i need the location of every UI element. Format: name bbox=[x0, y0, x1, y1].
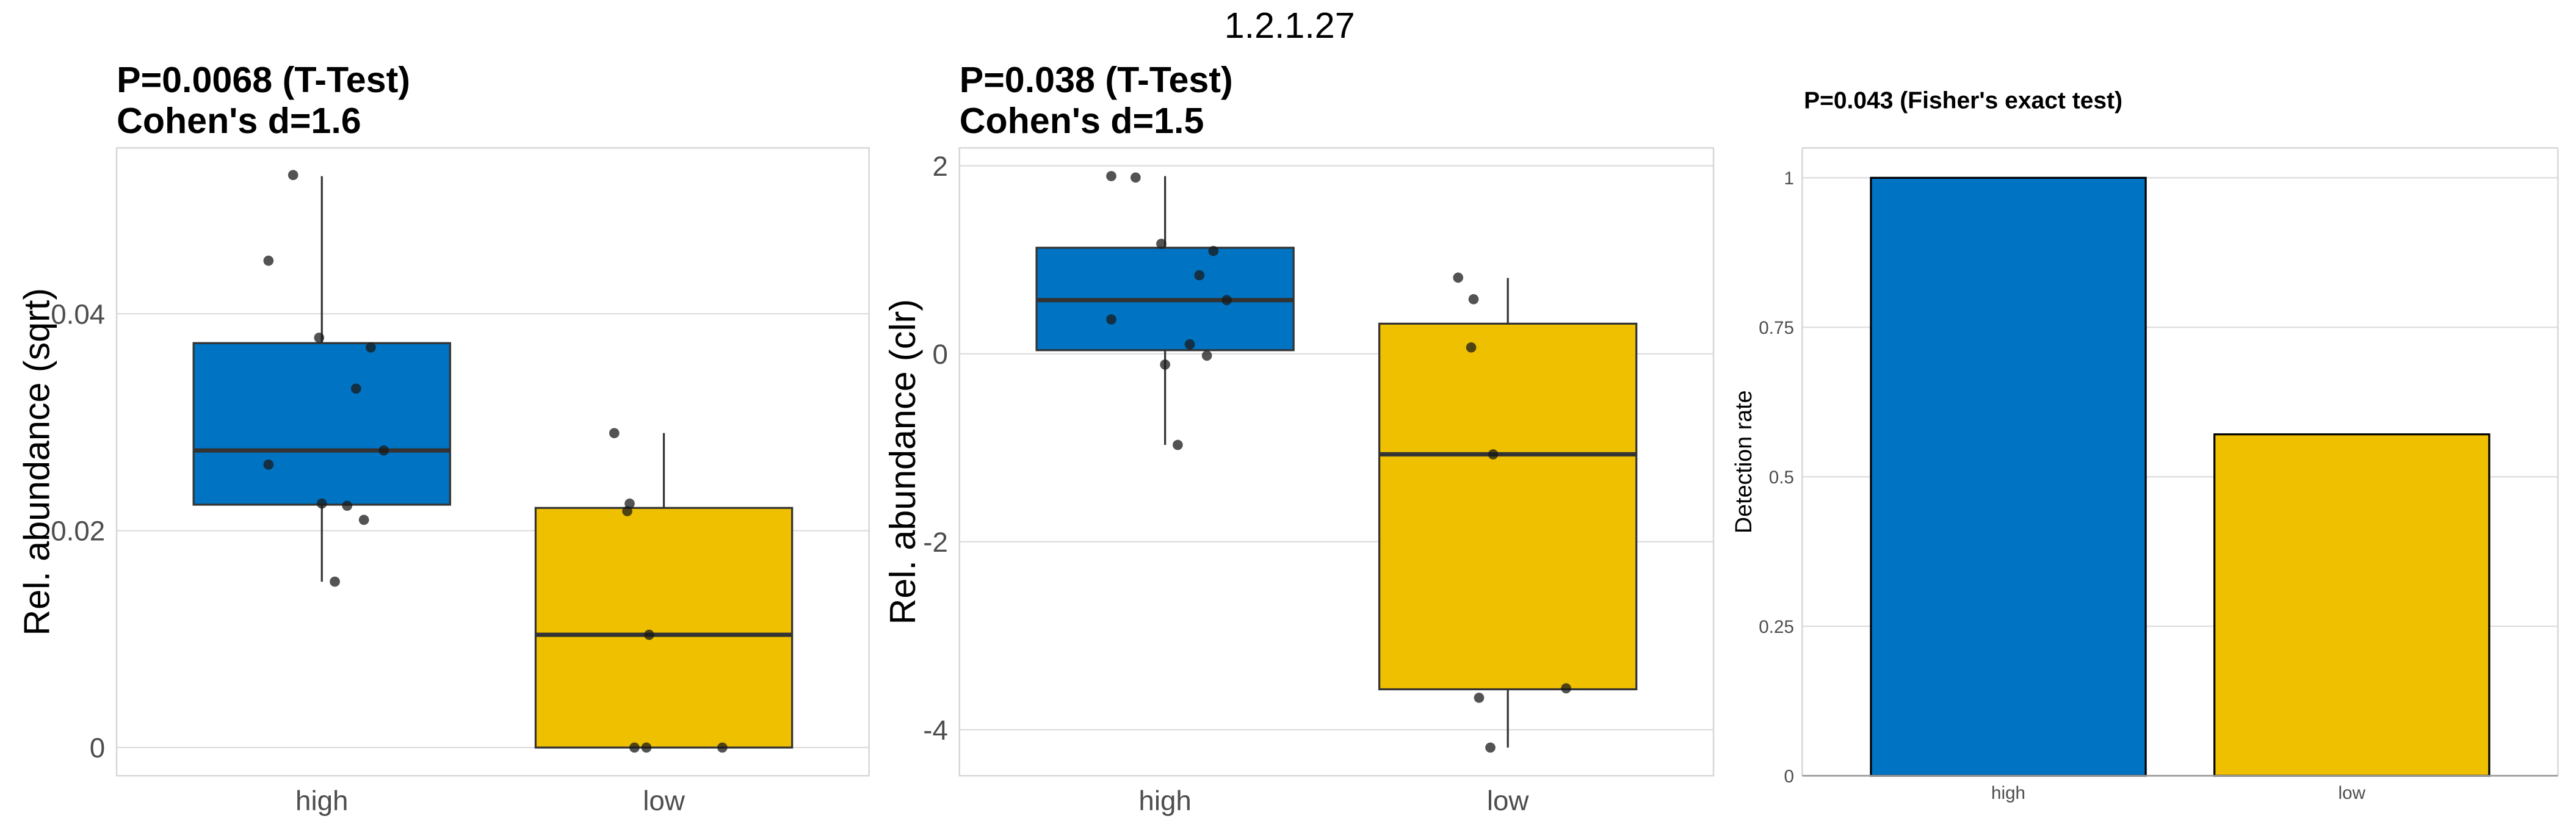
data-point-high bbox=[263, 459, 274, 470]
panel-border bbox=[115, 147, 870, 777]
data-point-low bbox=[1468, 294, 1479, 305]
data-point-high bbox=[358, 514, 369, 525]
y-axis-label: Rel. abundance (clr) bbox=[882, 299, 923, 624]
data-point-high bbox=[263, 255, 274, 266]
y-tick-label: 1 bbox=[1784, 168, 1793, 189]
y-tick-label: 0.75 bbox=[1759, 318, 1794, 338]
panel-title-effect-size: Cohen's d=1.6 bbox=[117, 100, 361, 141]
y-tick-label: -4 bbox=[923, 715, 948, 746]
y-tick-label: 0.02 bbox=[51, 516, 105, 547]
main-title: 1.2.1.27 bbox=[1225, 5, 1355, 46]
y-tick-label: 0.5 bbox=[1769, 467, 1794, 488]
data-point-high bbox=[1208, 245, 1219, 256]
data-point-low bbox=[1488, 449, 1499, 460]
y-axis-label: Detection rate bbox=[1731, 390, 1756, 533]
data-point-high bbox=[1160, 359, 1170, 370]
data-point-high bbox=[1173, 439, 1183, 450]
x-tick-label-low: low bbox=[643, 785, 686, 817]
data-point-low bbox=[622, 506, 632, 516]
data-point-low bbox=[1453, 272, 1464, 283]
data-point-low bbox=[1561, 683, 1571, 694]
box-low bbox=[1378, 322, 1638, 691]
box-high bbox=[192, 342, 451, 506]
data-point-high bbox=[288, 170, 298, 181]
data-point-high bbox=[330, 576, 340, 587]
data-point-low bbox=[641, 742, 652, 753]
data-point-low bbox=[609, 428, 620, 439]
data-point-high bbox=[378, 445, 389, 456]
data-point-low bbox=[1474, 692, 1485, 703]
y-tick-label: 2 bbox=[932, 151, 947, 182]
data-point-high bbox=[1221, 295, 1232, 306]
x-tick-label-high: high bbox=[1138, 785, 1191, 817]
data-point-high bbox=[1201, 350, 1212, 361]
x-tick-label-high: high bbox=[295, 785, 348, 817]
data-point-high bbox=[1106, 314, 1116, 325]
bar-high bbox=[1870, 176, 2147, 777]
data-point-low bbox=[1485, 742, 1496, 753]
y-tick-label: 0.25 bbox=[1759, 617, 1794, 637]
data-point-high bbox=[1131, 172, 1141, 183]
data-point-high bbox=[1184, 339, 1195, 350]
data-point-high bbox=[1156, 239, 1167, 249]
data-point-low bbox=[629, 742, 640, 753]
panel-title-effect-size: Cohen's d=1.5 bbox=[960, 100, 1204, 141]
panel-title-pvalue: P=0.043 (Fisher's exact test) bbox=[1804, 88, 2122, 114]
panel-sqrt-boxplot: P=0.0068 (T-Test) Cohen's d=1.6 Rel. abu… bbox=[16, 59, 870, 817]
data-point-low bbox=[717, 742, 728, 753]
data-point-high bbox=[1194, 270, 1205, 281]
y-tick-label: 0 bbox=[1784, 767, 1793, 787]
y-tick-label: 0 bbox=[90, 732, 105, 763]
data-point-high bbox=[350, 383, 361, 394]
panel-border bbox=[958, 147, 1715, 777]
y-tick-label: 0.04 bbox=[51, 298, 105, 330]
data-point-high bbox=[316, 498, 327, 509]
panel-clr-boxplot: P=0.038 (T-Test) Cohen's d=1.5 Rel. abun… bbox=[882, 59, 1715, 817]
x-tick-label-low: low bbox=[2339, 783, 2366, 803]
data-point-high bbox=[342, 500, 353, 511]
y-tick-label: 0 bbox=[932, 339, 947, 370]
data-point-low bbox=[644, 629, 654, 640]
x-tick-label-high: high bbox=[1991, 783, 2025, 803]
panel-title-pvalue: P=0.0068 (T-Test) bbox=[117, 59, 410, 100]
panel-title-pvalue: P=0.038 (T-Test) bbox=[960, 59, 1233, 100]
data-point-high bbox=[366, 342, 376, 353]
x-tick-label-low: low bbox=[1487, 785, 1530, 817]
panel-detection-barplot: P=0.043 (Fisher's exact test) Detection … bbox=[1731, 88, 2559, 803]
y-tick-label: -2 bbox=[923, 527, 948, 558]
y-axis-label: Rel. abundance (sqrt) bbox=[16, 288, 57, 636]
data-point-low bbox=[1466, 342, 1477, 353]
box-low bbox=[534, 507, 794, 749]
data-point-high bbox=[314, 332, 325, 343]
bar-low bbox=[2213, 433, 2491, 777]
data-point-high bbox=[1106, 171, 1116, 181]
